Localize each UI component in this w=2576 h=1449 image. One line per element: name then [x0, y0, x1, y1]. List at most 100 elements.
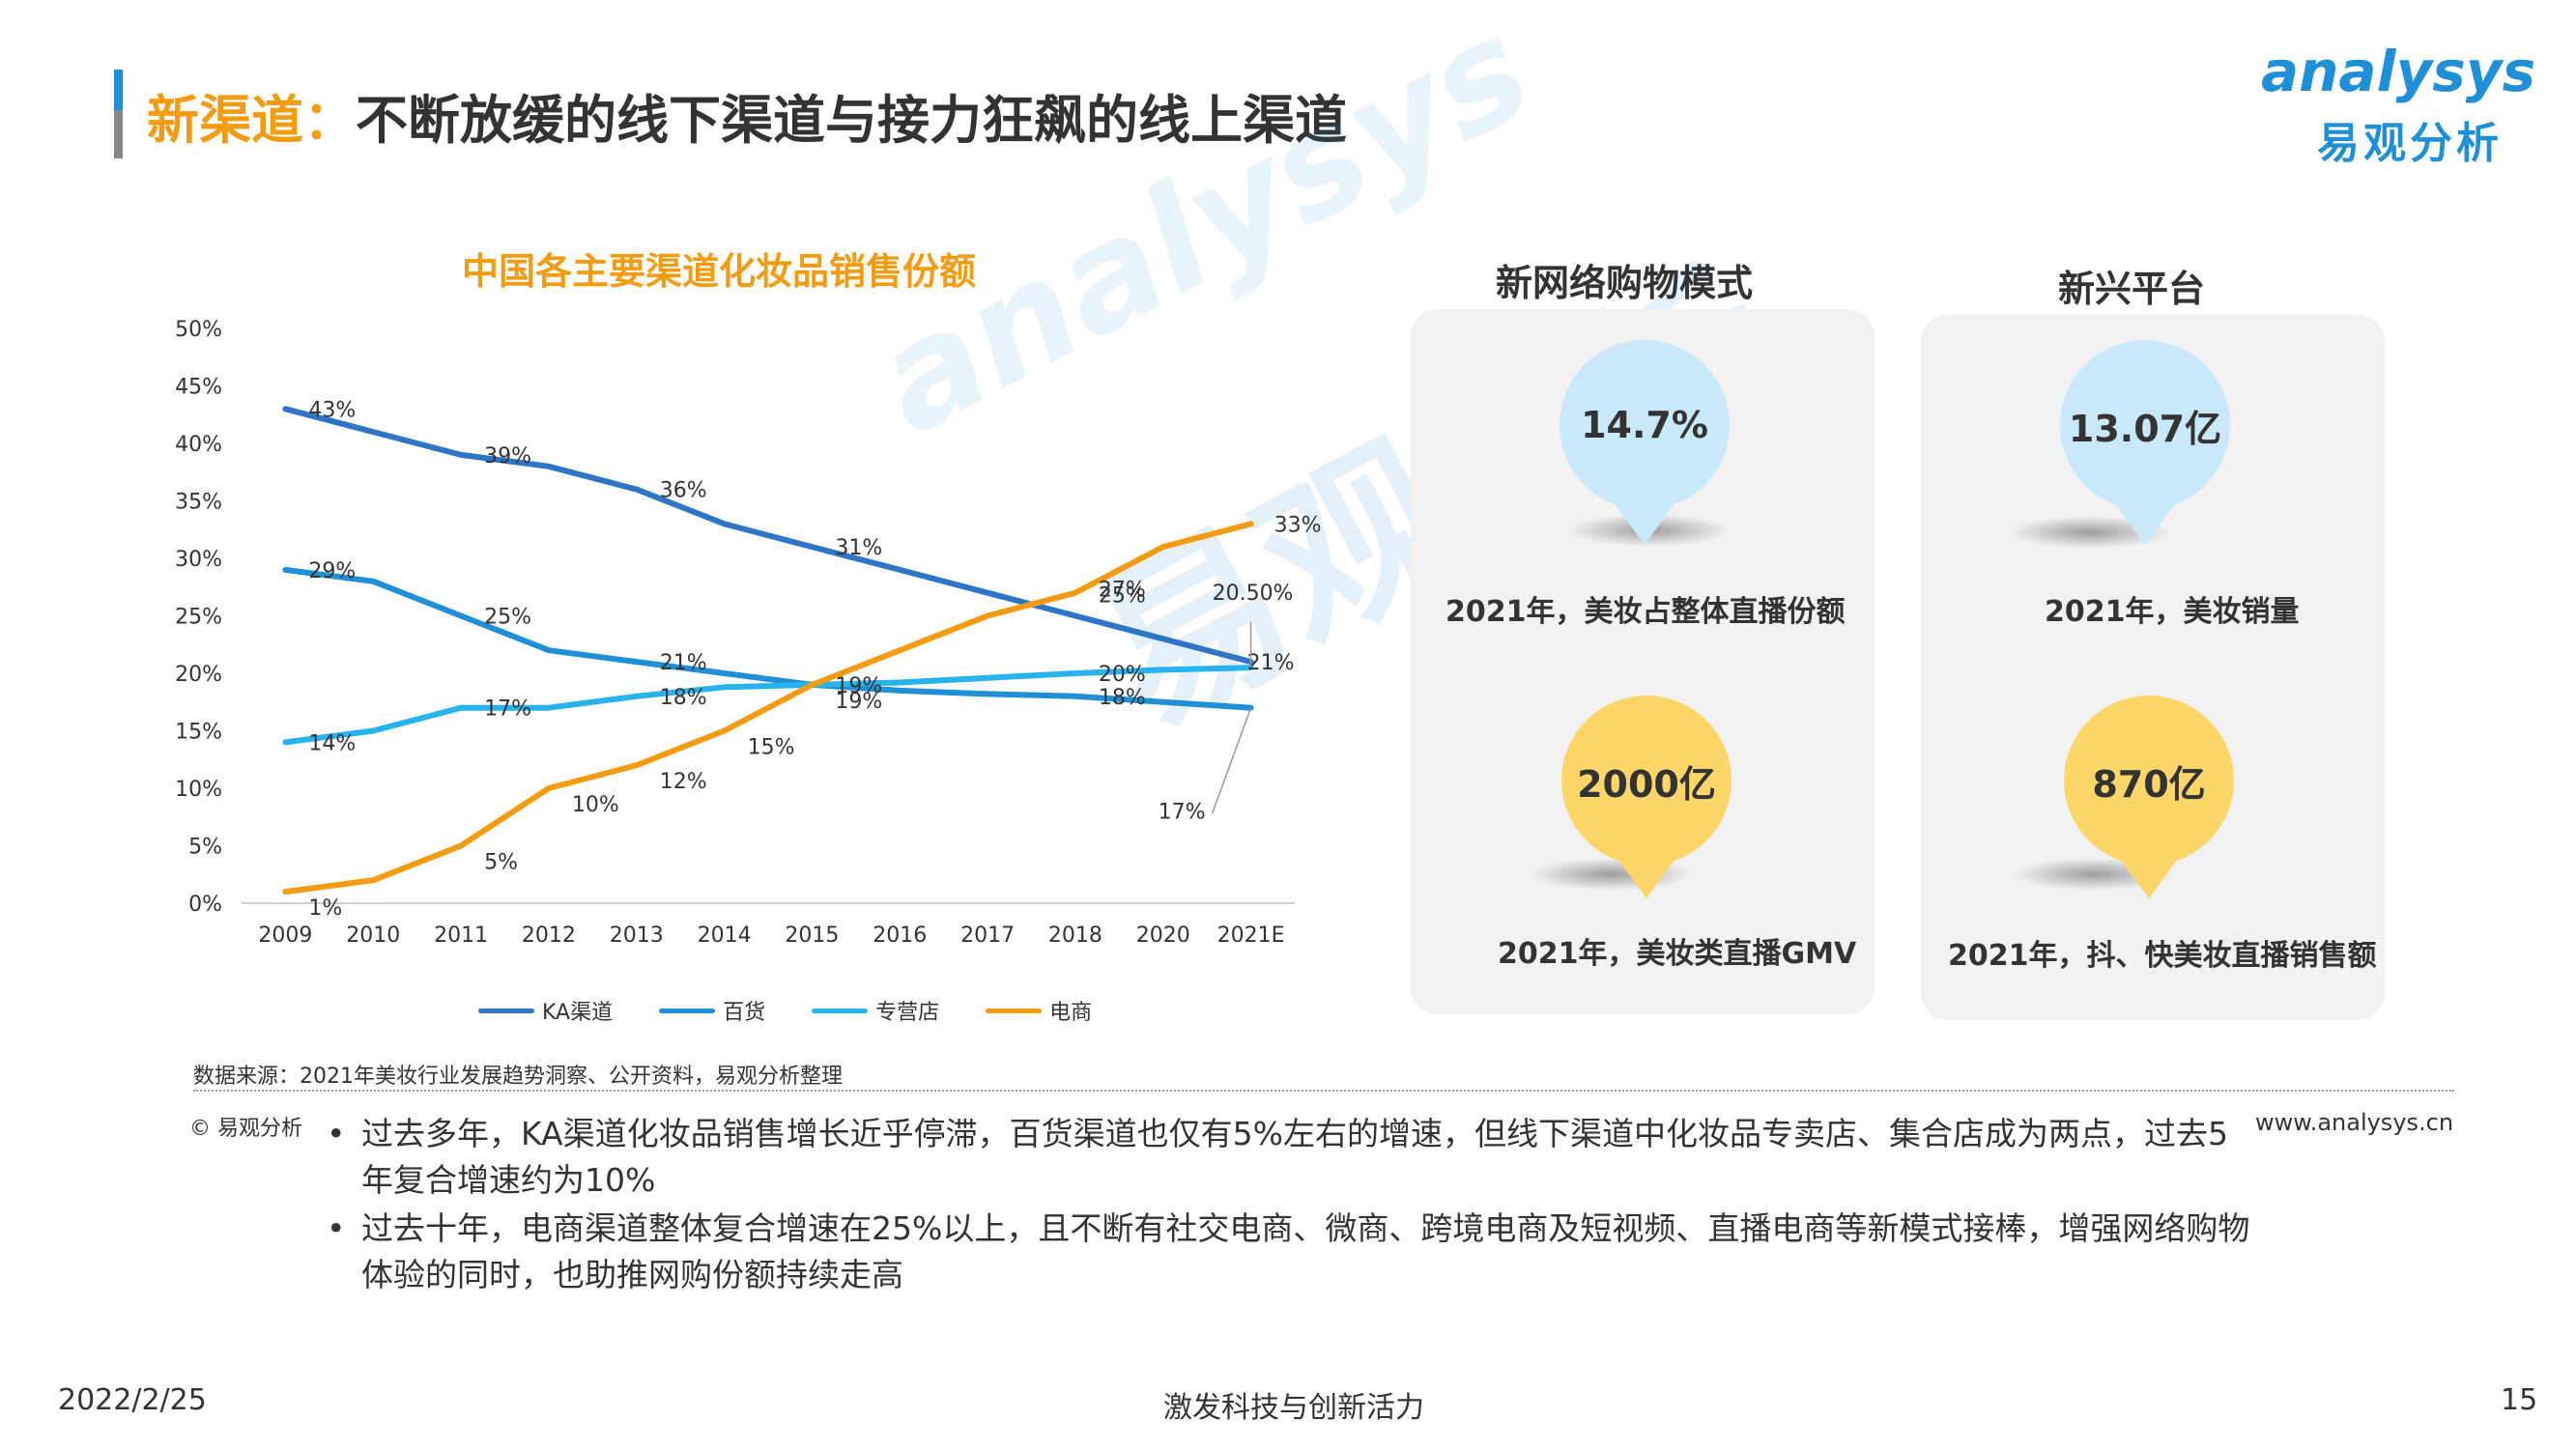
title-accent-bar — [114, 70, 123, 110]
data-label: 25% — [484, 606, 531, 630]
bullet-dot: • — [327, 1209, 346, 1247]
page-number: 15 — [2501, 1383, 2538, 1417]
stat-caption: 2021年，抖、快美妆直播销售额 — [1948, 939, 2377, 973]
x-tick-label: 2011 — [434, 923, 488, 948]
data-source: 数据来源：2021年美妆行业发展趋势洞察、公开资料，易观分析整理 — [193, 1065, 843, 1089]
chart-title: 中国各主要渠道化妆品销售份额 — [462, 250, 977, 293]
legend-swatch-dianshang — [986, 1008, 1043, 1013]
data-label: 19% — [835, 690, 882, 714]
panel-title-shopping-mode: 新网络购物模式 — [1496, 262, 1754, 304]
series-line-2 — [282, 665, 1254, 746]
legend-item-ka: KA渠道 — [478, 995, 613, 1026]
data-label: 15% — [748, 736, 795, 760]
data-label: 33% — [1274, 513, 1322, 537]
website-url: www.analysys.cn — [2255, 1109, 2454, 1136]
legend-label-zhuanying: 专营店 — [875, 1001, 940, 1025]
y-tick-label: 40% — [175, 433, 222, 457]
bullet-item: • 过去多年，KA渠道化妆品销售增长近乎停滞，百货渠道也仅有5%左右的增速，但线下… — [327, 1111, 2255, 1204]
legend-item-baihuo: 百货 — [659, 995, 765, 1026]
y-tick-label: 5% — [188, 836, 222, 860]
stat-pin-live-share: 14.7% — [1560, 340, 1730, 510]
data-label: 25% — [1099, 584, 1146, 609]
page-title-rest: 不断放缓的线下渠道与接力狂飙的线上渠道 — [356, 90, 1347, 151]
legend-item-dianshang: 电商 — [986, 995, 1092, 1026]
pin-tip — [1608, 495, 1681, 545]
y-tick-label: 45% — [175, 376, 222, 400]
data-label: 12% — [660, 770, 707, 794]
x-tick-label: 2009 — [258, 923, 312, 948]
data-label: 17% — [1159, 801, 1206, 825]
logo-english: analysys — [2261, 39, 2536, 104]
legend-item-zhuanying: 专营店 — [812, 995, 939, 1026]
y-tick-label: 10% — [175, 778, 222, 802]
data-label: 17% — [484, 697, 531, 722]
legend-label-ka: KA渠道 — [542, 1001, 614, 1025]
page-title: 新渠道：不断放缓的线下渠道与接力狂飙的线上渠道 — [147, 77, 1347, 154]
logo-chinese: 易观分析 — [2317, 119, 2503, 168]
x-tick-label: 2020 — [1136, 923, 1190, 948]
data-label: 1% — [308, 896, 342, 921]
pin-tip — [2108, 495, 2182, 545]
legend-label-baihuo: 百货 — [723, 1001, 766, 1025]
x-tick-label: 2016 — [873, 923, 927, 948]
data-label: 20% — [1099, 663, 1146, 687]
data-label: 5% — [484, 851, 518, 875]
data-label: 10% — [572, 793, 619, 817]
stat-pin-douyin-kuaishou: 870亿 — [2064, 696, 2234, 866]
y-tick-label: 35% — [175, 491, 222, 515]
data-label: 31% — [835, 536, 882, 560]
bullet-dot: • — [327, 1115, 346, 1152]
y-tick-label: 0% — [188, 893, 222, 917]
x-tick-label: 2014 — [698, 923, 752, 948]
data-label: 14% — [308, 731, 356, 755]
y-tick-label: 50% — [175, 318, 222, 342]
stat-pin-gmv: 2000亿 — [1561, 696, 1732, 866]
stat-caption: 2021年，美妆占整体直播份额 — [1445, 595, 1846, 629]
bullet-list: • 过去多年，KA渠道化妆品销售增长近乎停滞，百货渠道也仅有5%左右的增速，但线下… — [327, 1111, 2255, 1300]
divider — [193, 1090, 2454, 1092]
y-tick-label: 30% — [175, 548, 222, 572]
x-tick-label: 2015 — [785, 923, 839, 948]
data-label: 19% — [835, 674, 882, 698]
stat-pin-sales-volume: 13.07亿 — [2060, 340, 2230, 510]
footer-slogan: 激发科技与创新活力 — [1163, 1391, 1424, 1425]
data-label: 21% — [660, 651, 707, 675]
line-chart: 0% 5% 10% 15% 20% 25% 30% 35% 40% 45% 50% 2009 2010 2… — [175, 318, 1322, 948]
data-label: 29% — [308, 559, 356, 583]
data-label: 18% — [1099, 686, 1146, 710]
x-tick-label: 2012 — [522, 923, 576, 948]
legend-swatch-baihuo — [659, 1008, 716, 1013]
data-label: 43% — [308, 398, 356, 422]
data-label: 39% — [484, 444, 531, 469]
x-tick-label: 2017 — [960, 923, 1015, 948]
panel-title-new-platform: 新兴平台 — [2058, 268, 2206, 310]
y-tick-label: 25% — [175, 606, 222, 630]
stat-value: 13.07亿 — [2068, 407, 2222, 450]
stat-caption: 2021年，美妆销量 — [2045, 595, 2300, 629]
leader-line — [1211, 707, 1252, 814]
x-tick-label: 2010 — [346, 923, 400, 948]
footer-date: 2022/2/25 — [58, 1383, 207, 1417]
x-tick-label: 2018 — [1048, 923, 1102, 948]
data-label: 27% — [1099, 579, 1146, 603]
bullet-text: 过去多年，KA渠道化妆品销售增长近乎停滞，百货渠道也仅有5%左右的增速，但线下渠… — [361, 1115, 2228, 1199]
data-label: 18% — [660, 686, 707, 710]
stat-value: 870亿 — [2092, 762, 2206, 806]
chart-legend: KA渠道 百货 专营店 电商 — [478, 995, 1092, 1026]
x-tick-label: 2013 — [610, 923, 664, 948]
pin-tip — [2112, 848, 2186, 898]
stat-caption: 2021年，美妆类直播GMV — [1498, 937, 1857, 971]
pin-tip — [1610, 848, 1683, 898]
bullet-text: 过去十年，电商渠道整体复合增速在25%以上，且不断有社交电商、微商、跨境电商及短… — [361, 1209, 2250, 1293]
data-label: 36% — [660, 479, 707, 503]
copyright: © 易观分析 — [189, 1117, 302, 1141]
x-tick-label: 2021E — [1217, 923, 1285, 948]
bullet-item: • 过去十年，电商渠道整体复合增速在25%以上，且不断有社交电商、微商、跨境电商及… — [327, 1206, 2255, 1298]
legend-label-dianshang: 电商 — [1049, 1001, 1093, 1025]
page-title-highlight: 新渠道： — [147, 90, 356, 151]
y-tick-label: 20% — [175, 663, 222, 687]
series-line-0 — [282, 406, 1254, 666]
stat-value: 2000亿 — [1577, 762, 1716, 806]
legend-swatch-zhuanying — [812, 1008, 869, 1013]
legend-swatch-ka — [478, 1008, 534, 1013]
